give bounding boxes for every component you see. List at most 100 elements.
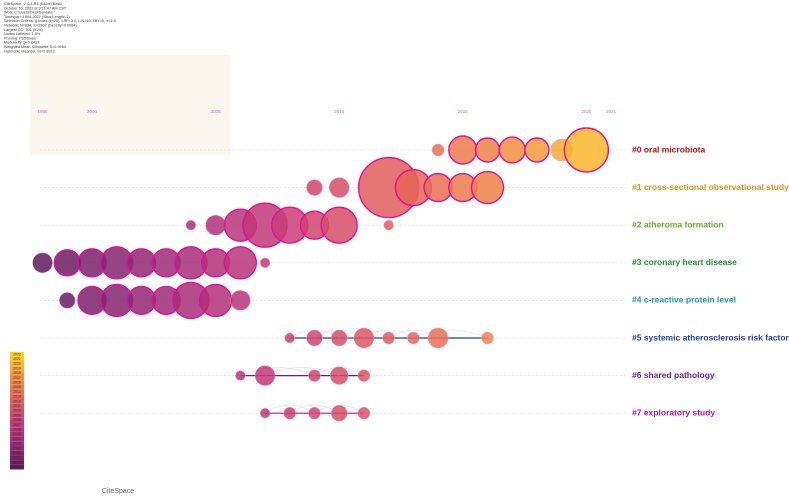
metadata-line: Harmonic Mean(Q, S)=0.8912 [4,49,55,53]
legend-label: 2000 [13,456,21,460]
legend-swatch [10,356,24,362]
legend-swatch [10,431,24,437]
legend-label: 1998 [13,465,21,469]
metadata-line: Nodes Labeled: 1.0% [4,32,41,36]
logo: CiteSpace [102,488,134,495]
legend-label: 2015 [13,385,21,389]
node [59,292,76,309]
node [259,257,271,268]
node [235,370,246,381]
node [198,283,233,318]
node [320,206,358,244]
citation-arc [413,329,488,339]
legend-swatch [10,427,24,432]
legend-label: 2012 [13,399,21,403]
node [407,331,420,345]
node [32,252,53,274]
node [254,365,276,386]
legend-swatch [10,394,24,399]
node [308,369,321,382]
node [328,177,350,198]
legend-label: 2006 [13,428,21,432]
node [283,406,297,420]
legend-swatch [10,436,24,442]
x-tick-label: 2020 [581,109,592,114]
legend-label: 2014 [13,390,21,394]
legend-swatch [10,366,24,371]
legend-label: 2008 [13,418,21,422]
node [230,290,251,311]
node [357,369,371,382]
node [223,246,258,280]
node [423,172,453,203]
node [353,327,375,349]
legend-swatch [10,441,24,446]
metadata-line: Modularity Q=0.8417 [4,41,39,45]
node [330,404,348,422]
legend-swatch [10,361,24,367]
legend-label: 2018 [13,371,21,375]
legend-label: 2002 [13,446,21,450]
legend-label: 2017 [13,376,21,380]
x-tick-label: 2015 [458,109,469,114]
cluster-label: #7 exploratory study [632,407,715,417]
x-tick-label: 1998 [38,109,49,114]
x-tick-label: 2005 [211,109,222,114]
node [470,170,505,205]
cluster-label: #6 shared pathology [632,370,715,380]
node [185,220,197,231]
citation-arc [240,367,315,376]
node [330,329,348,347]
cluster-label: #1 cross-sectional observational study [632,182,789,192]
node [448,135,478,165]
node [259,408,271,419]
cluster-label: #0 oral microbiota [632,144,705,154]
x-tick-label: 2021 [606,109,617,114]
metadata-line: Weighted Mean Silhouette S=0.9464 [4,45,66,49]
legend-swatch [10,460,24,465]
legend-swatch [10,370,24,376]
node [205,214,226,236]
legend-swatch [10,413,24,418]
legend-label: 2001 [13,451,21,455]
legend-swatch [10,422,24,428]
legend-label: 2004 [13,437,21,441]
node [306,329,323,347]
metadata-line: CiteSpace, v. 6.1.R3 (64-bit) Basic [4,2,62,6]
legend-swatch [10,384,24,390]
cluster-label: #5 systemic atherosclerosis risk factor [632,332,789,342]
legend-swatch [10,399,24,404]
node [330,366,349,385]
legend-label: 2009 [13,413,21,417]
legend-swatch [10,352,24,357]
x-tick-label: 2010 [334,109,345,114]
legend-label: 2011 [13,404,21,408]
legend-label: 1999 [13,460,21,464]
legend-swatch [10,446,24,451]
legend-swatch [10,408,24,414]
legend-label: 2013 [13,395,21,399]
node [474,137,501,163]
legend-swatch [10,450,24,456]
legend-label: 2022 [13,352,21,356]
legend-label: 2019 [13,366,21,370]
node [126,285,157,316]
legend-label: 2016 [13,381,21,385]
node [427,327,449,349]
legend-swatch [10,417,24,423]
legend-swatch [10,389,24,395]
legend-label: 2020 [13,362,21,366]
legend-swatch [10,455,24,461]
cluster-label: #3 coronary heart disease [632,257,737,267]
metadata-line: Network: N=834, E=2907 (Density=0.0084) [4,24,77,28]
node [383,220,394,231]
legend-label: 2007 [13,423,21,427]
cluster-label: #4 c-reactive protein level [632,295,736,305]
legend-swatch [10,403,24,409]
node [357,406,371,420]
node [563,127,610,173]
node [481,331,494,345]
node [382,331,395,345]
legend-swatch [10,380,24,385]
